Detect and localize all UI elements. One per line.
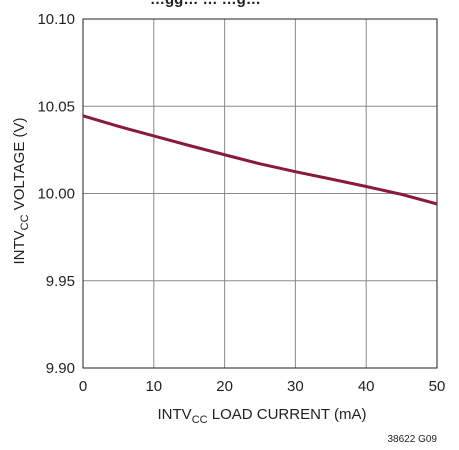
y-tick-labels: 9.90 9.95 10.00 10.05 10.10 — [37, 11, 75, 377]
x-tick-labels: 0 10 20 30 40 50 — [79, 378, 446, 395]
x-axis-label: INTVCC LOAD CURRENT (mA) — [158, 406, 367, 426]
x-tick-label-1: 10 — [145, 378, 162, 395]
series-layer — [82, 114, 438, 206]
x-tick-label-3: 30 — [287, 378, 304, 395]
grid — [82, 18, 438, 369]
y-tick-label-1: 9.95 — [46, 273, 75, 290]
y-tick-label-4: 10.10 — [37, 11, 75, 28]
chart-header-partial: …gg… … …g… — [150, 0, 261, 8]
x-tick-label-0: 0 — [79, 378, 87, 395]
x-tick-label-5: 50 — [429, 378, 446, 395]
x-tick-label-2: 20 — [216, 378, 233, 395]
x-tick-label-4: 40 — [358, 378, 375, 395]
y-tick-label-0: 9.90 — [46, 360, 75, 377]
plot-frame — [82, 18, 438, 369]
y-axis-label: INTVCC VOLTAGE (V) — [11, 117, 31, 264]
y-tick-label-3: 10.05 — [37, 98, 75, 115]
figure-id: 38622 G09 — [388, 434, 438, 445]
y-tick-label-2: 10.00 — [37, 186, 75, 203]
series-line-0 — [82, 114, 438, 206]
